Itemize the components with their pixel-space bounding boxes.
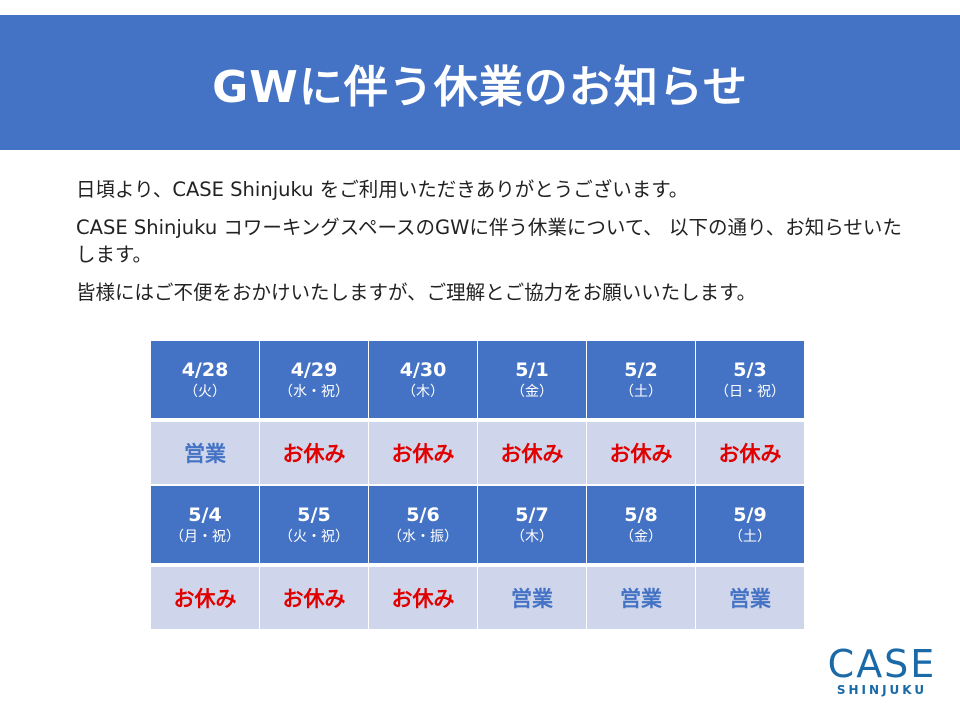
weekday-label: （土） bbox=[620, 383, 662, 400]
weekday-label: （木） bbox=[402, 383, 444, 400]
status-closed: お休み bbox=[695, 418, 805, 486]
weekday-label: （火） bbox=[184, 383, 226, 400]
status-row: お休み お休み お休み 営業 営業 営業 bbox=[150, 563, 805, 630]
weekday-label: （火・祝） bbox=[279, 528, 349, 545]
status-open: 営業 bbox=[150, 418, 260, 486]
date-label: 5/1 bbox=[515, 358, 549, 381]
weekday-label: （水・祝） bbox=[279, 383, 349, 400]
status-closed: お休み bbox=[259, 418, 369, 486]
date-cell: 5/1 （金） bbox=[477, 340, 587, 421]
date-label: 4/28 bbox=[181, 358, 229, 381]
logo-shinjuku: SHINJUKU bbox=[836, 683, 928, 697]
status-closed: お休み bbox=[368, 563, 478, 630]
weekday-label: （土） bbox=[729, 528, 771, 545]
status-closed: お休み bbox=[259, 563, 369, 630]
date-cell: 4/28 （火） bbox=[150, 340, 260, 421]
paragraph-apology: 皆様にはご不便をおかけいたしますが、ご理解とご協力をお願いいたします。 bbox=[76, 281, 757, 304]
date-cell: 5/8 （金） bbox=[586, 484, 696, 566]
date-label: 5/2 bbox=[624, 358, 658, 381]
date-header-row: 5/4 （月・祝） 5/5 （火・祝） 5/6 （水・振） 5/7 （木） 5/8 （金） 5/9 （… bbox=[150, 484, 805, 566]
paragraph-notice: CASE Shinjuku コワーキングスペースのGWに伴う休業について、 以下… bbox=[76, 216, 902, 266]
date-label: 5/4 bbox=[188, 503, 222, 526]
date-cell: 5/3 （日・祝） bbox=[695, 340, 805, 421]
date-label: 4/30 bbox=[399, 358, 447, 381]
status-closed: お休み bbox=[586, 418, 696, 486]
date-label: 4/29 bbox=[290, 358, 338, 381]
date-cell: 5/9 （土） bbox=[695, 484, 805, 566]
status-open: 営業 bbox=[477, 563, 587, 630]
case-shinjuku-logo: CASE SHINJUKU bbox=[822, 642, 942, 698]
date-label: 5/7 bbox=[515, 503, 549, 526]
paragraph-greeting: 日頃より、CASE Shinjuku をご利用いただきありがとうございます。 bbox=[76, 178, 689, 201]
date-cell: 5/4 （月・祝） bbox=[150, 484, 260, 566]
weekday-label: （木） bbox=[511, 528, 553, 545]
page-title: GWに伴う休業のお知らせ bbox=[212, 61, 748, 113]
weekday-label: （金） bbox=[620, 528, 662, 545]
date-label: 5/8 bbox=[624, 503, 658, 526]
status-closed: お休み bbox=[150, 563, 260, 630]
logo-case: CASE bbox=[827, 642, 937, 686]
date-cell: 5/2 （土） bbox=[586, 340, 696, 421]
status-open: 営業 bbox=[586, 563, 696, 630]
weekday-label: （水・振） bbox=[388, 528, 458, 545]
date-cell: 4/29 （水・祝） bbox=[259, 340, 369, 421]
date-cell: 5/5 （火・祝） bbox=[259, 484, 369, 566]
status-open: 営業 bbox=[695, 563, 805, 630]
status-closed: お休み bbox=[477, 418, 587, 486]
date-header-row: 4/28 （火） 4/29 （水・祝） 4/30 （木） 5/1 （金） 5/2 （土） 5/3 （日… bbox=[150, 340, 805, 421]
schedule-table: 4/28 （火） 4/29 （水・祝） 4/30 （木） 5/1 （金） 5/2 （土） 5/3 （日… bbox=[150, 340, 805, 630]
title-banner: GWに伴う休業のお知らせ bbox=[0, 15, 960, 150]
date-cell: 5/7 （木） bbox=[477, 484, 587, 566]
date-label: 5/3 bbox=[733, 358, 767, 381]
announcement-text: 日頃より、CASE Shinjuku をご利用いただきありがとうございます。 C… bbox=[76, 176, 916, 317]
date-label: 5/9 bbox=[733, 503, 767, 526]
date-label: 5/5 bbox=[297, 503, 331, 526]
status-row: 営業 お休み お休み お休み お休み お休み bbox=[150, 418, 805, 486]
weekday-label: （月・祝） bbox=[170, 528, 240, 545]
date-label: 5/6 bbox=[406, 503, 440, 526]
status-closed: お休み bbox=[368, 418, 478, 486]
date-cell: 4/30 （木） bbox=[368, 340, 478, 421]
weekday-label: （日・祝） bbox=[715, 383, 785, 400]
weekday-label: （金） bbox=[511, 383, 553, 400]
date-cell: 5/6 （水・振） bbox=[368, 484, 478, 566]
